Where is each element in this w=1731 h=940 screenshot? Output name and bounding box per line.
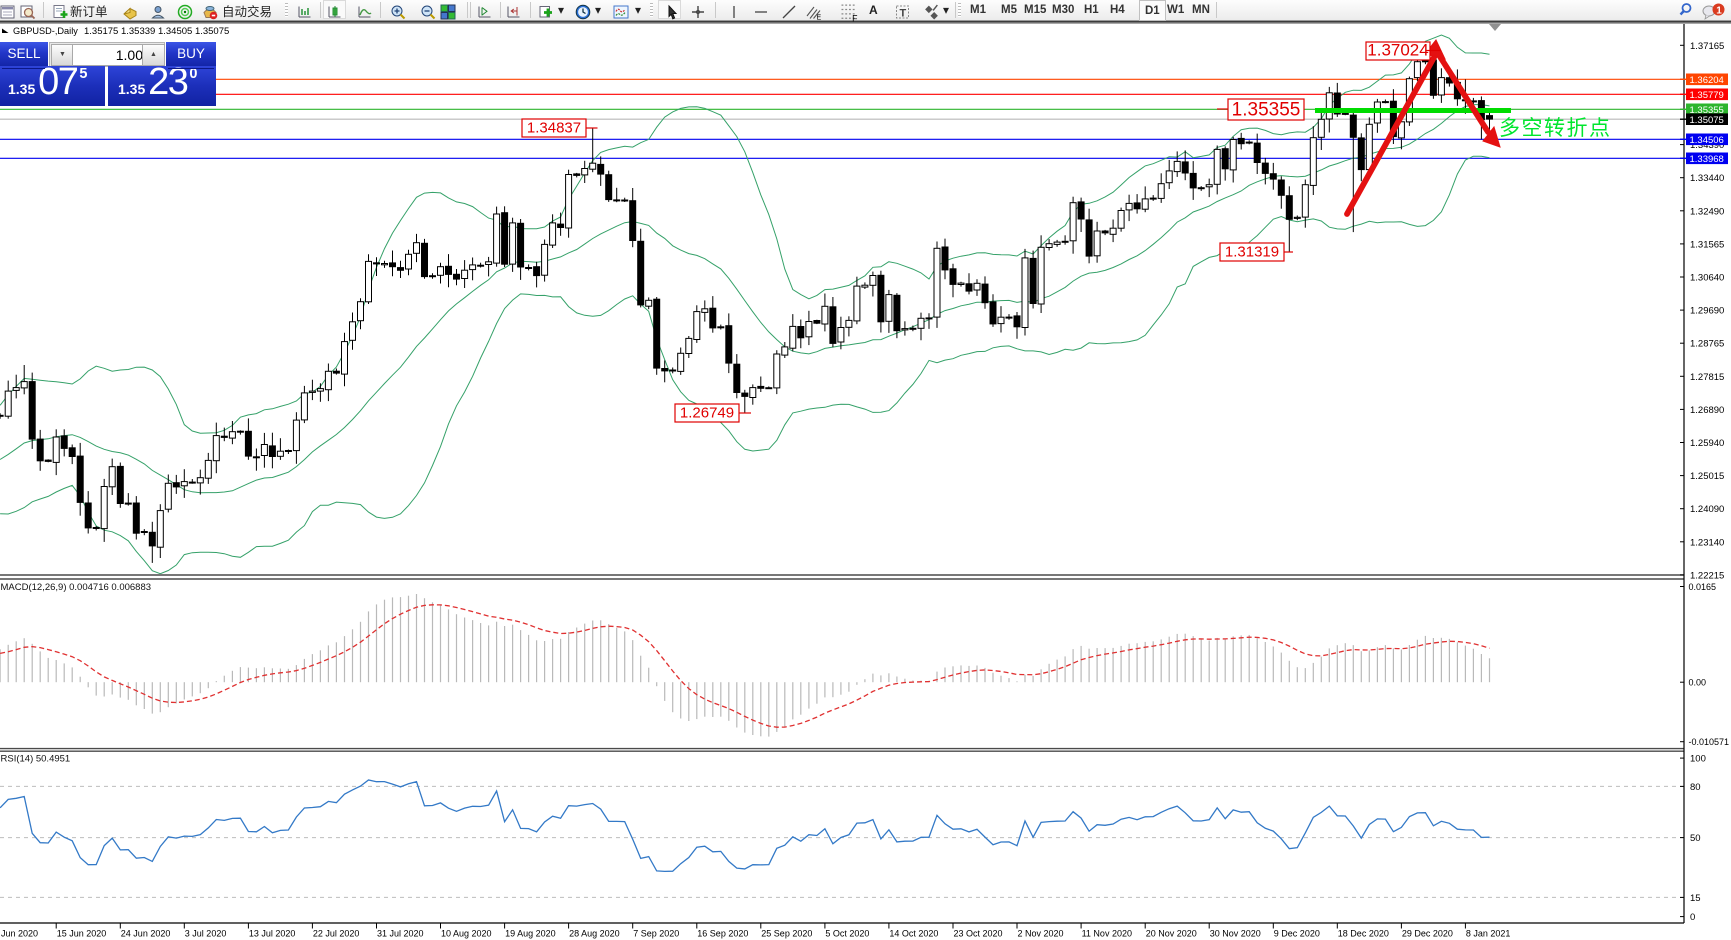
svg-text:28 Aug 2020: 28 Aug 2020 bbox=[569, 929, 620, 939]
svg-text:1.27815: 1.27815 bbox=[1690, 372, 1724, 383]
svg-text:22 Jul 2020: 22 Jul 2020 bbox=[313, 929, 360, 939]
svg-text:1.25940: 1.25940 bbox=[1690, 438, 1724, 449]
svg-text:T: T bbox=[900, 8, 907, 20]
svg-text:1.35355: 1.35355 bbox=[1690, 105, 1724, 116]
svg-text:1.29690: 1.29690 bbox=[1690, 306, 1724, 317]
svg-text:Jun 2020: Jun 2020 bbox=[1, 929, 38, 939]
svg-text:25 Sep 2020: 25 Sep 2020 bbox=[761, 929, 812, 939]
svg-text:1.25015: 1.25015 bbox=[1690, 471, 1724, 482]
svg-text:1.33440: 1.33440 bbox=[1690, 173, 1724, 184]
svg-text:1.32490: 1.32490 bbox=[1690, 206, 1724, 217]
svg-text:3 Jul 2020: 3 Jul 2020 bbox=[185, 929, 227, 939]
svg-text:-0.010571: -0.010571 bbox=[1689, 737, 1730, 747]
svg-text:1.34506: 1.34506 bbox=[1690, 135, 1724, 146]
svg-text:9 Dec 2020: 9 Dec 2020 bbox=[1274, 929, 1320, 939]
svg-text:2 Nov 2020: 2 Nov 2020 bbox=[1018, 929, 1064, 939]
svg-text:1.34390: 1.34390 bbox=[1690, 140, 1724, 151]
svg-text:30 Nov 2020: 30 Nov 2020 bbox=[1210, 929, 1261, 939]
svg-text:RSI(14) 50.4951: RSI(14) 50.4951 bbox=[1, 754, 71, 765]
svg-text:多空转折点: 多空转折点 bbox=[1499, 117, 1612, 140]
svg-text:16 Sep 2020: 16 Sep 2020 bbox=[697, 929, 748, 939]
svg-text:1.37024: 1.37024 bbox=[1367, 41, 1428, 60]
svg-text:15: 15 bbox=[1690, 893, 1701, 904]
svg-text:1.26890: 1.26890 bbox=[1690, 405, 1724, 416]
svg-text:14 Oct 2020: 14 Oct 2020 bbox=[889, 929, 938, 939]
svg-text:11 Nov 2020: 11 Nov 2020 bbox=[1082, 929, 1132, 939]
svg-text:80: 80 bbox=[1690, 782, 1701, 793]
svg-text:29 Dec 2020: 29 Dec 2020 bbox=[1402, 929, 1453, 939]
svg-text:20 Nov 2020: 20 Nov 2020 bbox=[1146, 929, 1197, 939]
svg-text:1.24090: 1.24090 bbox=[1690, 504, 1724, 515]
svg-text:31 Jul 2020: 31 Jul 2020 bbox=[377, 929, 424, 939]
svg-text:1.35355: 1.35355 bbox=[1232, 100, 1301, 121]
svg-text:1.31565: 1.31565 bbox=[1690, 239, 1724, 250]
svg-text:24 Jun 2020: 24 Jun 2020 bbox=[121, 929, 171, 939]
svg-text:50: 50 bbox=[1690, 833, 1701, 844]
svg-text:23 Oct 2020: 23 Oct 2020 bbox=[954, 929, 1003, 939]
svg-text:10 Aug 2020: 10 Aug 2020 bbox=[441, 929, 492, 939]
svg-text:MACD(12,26,9) 0.004716 0.00688: MACD(12,26,9) 0.004716 0.006883 bbox=[1, 582, 152, 593]
svg-text:1.35175 1.35339 1.34505 1.3507: 1.35175 1.35339 1.34505 1.35075 bbox=[84, 26, 229, 37]
svg-text:F: F bbox=[852, 13, 857, 22]
svg-text:1.33968: 1.33968 bbox=[1690, 154, 1724, 165]
svg-text:18 Dec 2020: 18 Dec 2020 bbox=[1338, 929, 1389, 939]
svg-text:1.36204: 1.36204 bbox=[1690, 75, 1724, 86]
svg-text:1.23140: 1.23140 bbox=[1690, 537, 1724, 548]
svg-text:1: 1 bbox=[1716, 5, 1722, 16]
svg-text:1.35075: 1.35075 bbox=[1690, 115, 1724, 126]
svg-text:15 Jun 2020: 15 Jun 2020 bbox=[57, 929, 107, 939]
svg-text:1.35779: 1.35779 bbox=[1690, 90, 1724, 101]
svg-text:GBPUSD-,Daily: GBPUSD-,Daily bbox=[13, 26, 78, 36]
svg-text:13 Jul 2020: 13 Jul 2020 bbox=[249, 929, 296, 939]
svg-text:19 Aug 2020: 19 Aug 2020 bbox=[505, 929, 556, 939]
svg-text:1.26749: 1.26749 bbox=[680, 405, 734, 422]
svg-text:1.28765: 1.28765 bbox=[1690, 339, 1724, 350]
svg-text:5 Oct 2020: 5 Oct 2020 bbox=[825, 929, 869, 939]
svg-text:1.34837: 1.34837 bbox=[527, 120, 581, 137]
svg-text:1.37165: 1.37165 bbox=[1690, 41, 1724, 52]
svg-text:1.30640: 1.30640 bbox=[1690, 273, 1724, 284]
svg-text:1.31319: 1.31319 bbox=[1225, 244, 1279, 261]
svg-text:1.22215: 1.22215 bbox=[1690, 570, 1724, 581]
svg-text:7 Sep 2020: 7 Sep 2020 bbox=[633, 929, 679, 939]
svg-text:0.0165: 0.0165 bbox=[1689, 582, 1717, 592]
svg-text:E: E bbox=[817, 15, 822, 22]
svg-text:8 Jan 2021: 8 Jan 2021 bbox=[1466, 929, 1511, 939]
svg-text:0.00: 0.00 bbox=[1689, 678, 1707, 688]
svg-text:0: 0 bbox=[1690, 912, 1695, 923]
svg-text:100: 100 bbox=[1690, 754, 1706, 765]
